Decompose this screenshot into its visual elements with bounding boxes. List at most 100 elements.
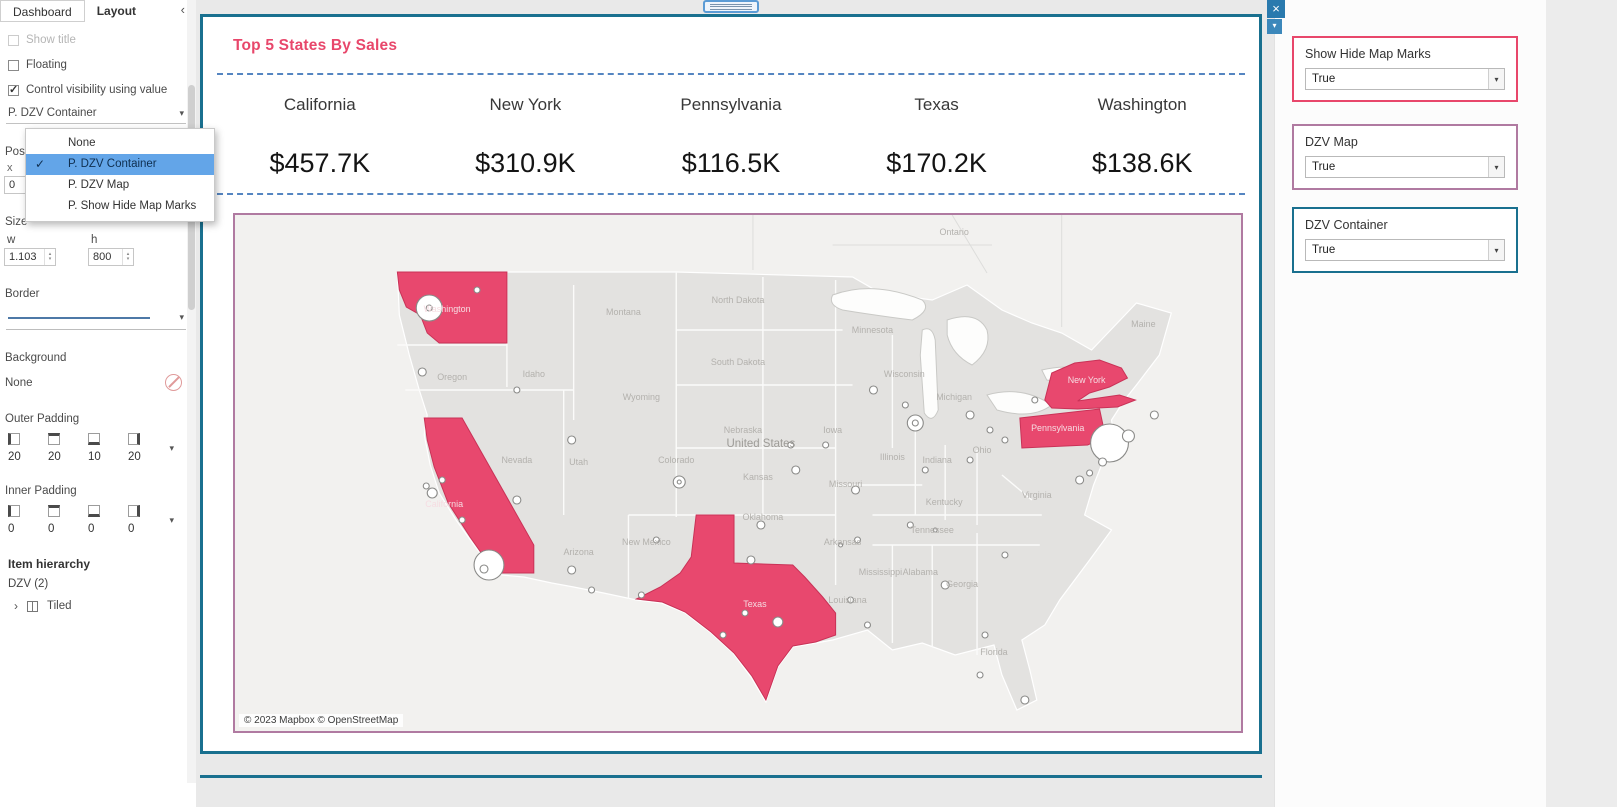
svg-text:Arkansas: Arkansas <box>824 537 862 547</box>
outer-padding-icons: ▾ <box>8 433 196 453</box>
control-visibility-label: Control visibility using value <box>26 84 168 96</box>
menu-item-dzv-container[interactable]: ✓ P. DZV Container <box>26 154 214 175</box>
svg-text:Indiana: Indiana <box>923 455 952 465</box>
padding-top-icon[interactable] <box>48 433 60 445</box>
floating-row: Floating <box>8 59 196 71</box>
control-visibility-row: Control visibility using value <box>8 83 196 96</box>
inner-pad-value[interactable]: 0 <box>128 523 135 535</box>
chevron-down-icon[interactable]: ▾ <box>1267 19 1282 34</box>
item-hierarchy-title: Item hierarchy <box>8 557 91 571</box>
chevron-down-icon[interactable]: ▾ <box>1488 240 1504 260</box>
chevron-down-icon[interactable]: ▾ <box>169 515 174 525</box>
state-name: California <box>283 95 356 114</box>
svg-text:South Dakota: South Dakota <box>711 357 765 367</box>
control-visibility-checkbox[interactable] <box>8 83 19 96</box>
tab-layout[interactable]: Layout <box>96 4 137 18</box>
border-section-label: Border <box>5 288 40 300</box>
inner-pad-value[interactable]: 0 <box>48 523 55 535</box>
svg-text:Washington: Washington <box>424 304 471 314</box>
svg-text:Virginia: Virginia <box>1022 490 1052 500</box>
padding-right-icon[interactable] <box>128 433 140 445</box>
padding-bottom-icon[interactable] <box>88 505 100 517</box>
padding-left-icon[interactable] <box>8 433 20 445</box>
svg-text:Louisiana: Louisiana <box>828 595 866 605</box>
padding-left-icon[interactable] <box>8 505 20 517</box>
floating-label: Floating <box>26 59 67 71</box>
chevron-down-icon[interactable]: ▾ <box>1488 69 1504 89</box>
top5-title: Top 5 States By Sales <box>233 37 398 54</box>
floating-checkbox[interactable] <box>8 59 19 71</box>
map-zone[interactable]: Washington Oregon Idaho Montana Wyoming Nevad… <box>233 213 1243 733</box>
background-section-label: Background <box>5 352 67 364</box>
show-title-checkbox[interactable] <box>8 34 19 46</box>
border-style-dropdown[interactable]: ▾ <box>6 306 186 330</box>
svg-text:Ohio: Ohio <box>973 445 992 455</box>
close-icon[interactable]: × <box>1267 0 1285 18</box>
sidebar-scrollbar[interactable] <box>187 0 196 783</box>
item-hierarchy-child: Tiled <box>47 600 72 612</box>
us-map[interactable]: Washington Oregon Idaho Montana Wyoming Nevad… <box>235 215 1241 731</box>
no-fill-icon[interactable] <box>165 374 182 391</box>
outer-pad-value[interactable]: 10 <box>88 451 101 463</box>
outer-pad-value[interactable]: 20 <box>48 451 61 463</box>
svg-text:Illinois: Illinois <box>880 452 905 462</box>
tab-dashboard[interactable]: Dashboard <box>0 0 85 22</box>
padding-bottom-icon[interactable] <box>88 433 100 445</box>
parameter-value: True <box>1312 244 1336 256</box>
state-column[interactable]: Washington $138.6K <box>1039 75 1245 191</box>
size-w-input[interactable]: 1.103 ▴ ▾ <box>4 248 56 266</box>
inner-padding-icons: ▾ <box>8 505 196 525</box>
state-column[interactable]: Texas $170.2K <box>834 75 1040 191</box>
item-hierarchy-root[interactable]: DZV (2) <box>8 578 49 590</box>
dzv-container-zone[interactable]: Top 5 States By Sales California $457.7K… <box>200 14 1262 754</box>
chevron-down-icon[interactable]: ▾ <box>1488 157 1504 177</box>
svg-text:Colorado: Colorado <box>658 455 694 465</box>
outer-padding-values: 20 20 10 20 <box>8 451 196 463</box>
parameter-card-dzv-container: DZV Container True ▾ <box>1292 207 1518 273</box>
state-sales: $310.9K <box>475 148 576 178</box>
svg-text:Michigan: Michigan <box>936 392 972 402</box>
parameter-dropdown[interactable]: True ▾ <box>1305 156 1505 178</box>
chevron-down-icon[interactable]: ▾ <box>169 443 174 453</box>
item-hierarchy-tiled-row[interactable]: › Tiled <box>14 599 196 613</box>
parameter-dropdown[interactable]: True ▾ <box>1305 68 1505 90</box>
parameter-value: True <box>1312 161 1336 173</box>
map-city-dots[interactable] <box>415 286 1159 705</box>
svg-text:California: California <box>425 499 463 509</box>
state-texas[interactable] <box>634 514 837 702</box>
svg-text:Georgia: Georgia <box>946 579 978 589</box>
size-h-input[interactable]: 800 ▴ ▾ <box>88 248 134 266</box>
parameter-dropdown[interactable]: True ▾ <box>1305 239 1505 261</box>
svg-text:United States: United States <box>727 438 796 450</box>
svg-text:Tennessee: Tennessee <box>911 525 954 535</box>
expander-icon[interactable]: › <box>14 599 18 613</box>
spinner-icon[interactable]: ▴▾ <box>122 249 133 265</box>
canada-boundaries <box>752 215 1063 327</box>
visibility-value-dropdown[interactable]: P. DZV Container ▾ <box>6 104 186 124</box>
size-h-label: h <box>91 234 98 246</box>
state-column[interactable]: California $457.7K <box>217 75 423 191</box>
map-attribution[interactable]: © 2023 Mapbox © OpenStreetMap <box>239 714 404 727</box>
spinner-icon[interactable]: ▴▾ <box>44 249 55 265</box>
state-name: New York <box>489 95 562 114</box>
dashed-divider <box>217 193 1245 195</box>
outer-pad-value[interactable]: 20 <box>128 451 141 463</box>
menu-item-show-hide-map-marks[interactable]: P. Show Hide Map Marks <box>68 200 197 212</box>
inner-pad-value[interactable]: 0 <box>8 523 15 535</box>
padding-top-icon[interactable] <box>48 505 60 517</box>
padding-right-icon[interactable] <box>128 505 140 517</box>
menu-item-none[interactable]: None <box>68 137 96 149</box>
svg-text:Alabama: Alabama <box>903 567 938 577</box>
state-column[interactable]: Pennsylvania $116.5K <box>628 75 834 191</box>
state-new-york[interactable] <box>1044 359 1137 410</box>
dashboard-bottom-edge <box>200 775 1262 778</box>
menu-item-dzv-map[interactable]: P. DZV Map <box>68 179 130 191</box>
outer-padding-label: Outer Padding <box>5 413 80 425</box>
collapse-panel-icon[interactable]: ‹ <box>180 2 185 17</box>
outer-pad-value[interactable]: 20 <box>8 451 21 463</box>
container-drag-handle[interactable] <box>703 0 759 13</box>
inner-pad-value[interactable]: 0 <box>88 523 95 535</box>
svg-text:Texas: Texas <box>743 599 767 609</box>
state-column[interactable]: New York $310.9K <box>423 75 629 191</box>
